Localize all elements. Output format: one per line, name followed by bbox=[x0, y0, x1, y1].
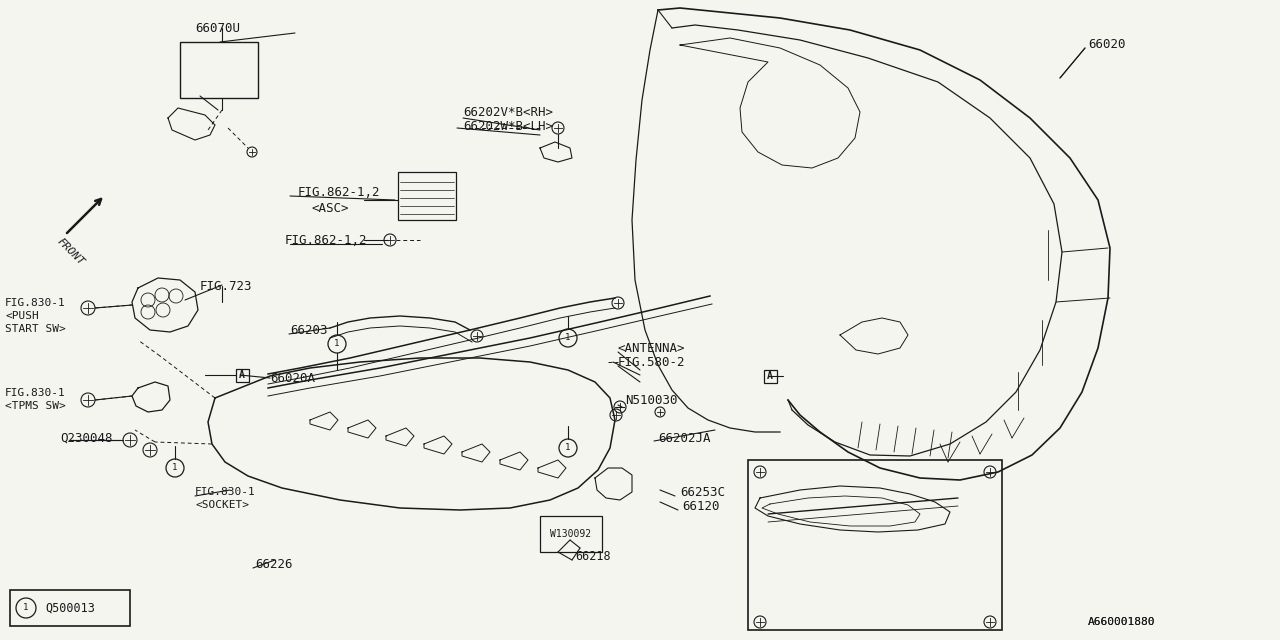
Text: 1: 1 bbox=[334, 339, 339, 349]
Text: FRONT: FRONT bbox=[55, 237, 86, 268]
Text: A660001880: A660001880 bbox=[1088, 617, 1155, 627]
Text: Q230048: Q230048 bbox=[60, 431, 113, 445]
Text: 66218: 66218 bbox=[575, 550, 611, 563]
Text: 66202JA: 66202JA bbox=[658, 431, 710, 445]
Text: A: A bbox=[239, 370, 244, 380]
Text: FIG.830-1: FIG.830-1 bbox=[5, 388, 65, 398]
Text: FIG.862-1,2: FIG.862-1,2 bbox=[285, 234, 367, 246]
Text: 66202W*B<LH>: 66202W*B<LH> bbox=[463, 120, 553, 132]
Text: FIG.580-2: FIG.580-2 bbox=[618, 355, 686, 369]
Bar bbox=[10, 590, 131, 626]
Text: Q500013: Q500013 bbox=[45, 602, 95, 614]
Text: 66120: 66120 bbox=[682, 499, 719, 513]
Text: N510030: N510030 bbox=[625, 394, 677, 406]
Text: 66202V*B<RH>: 66202V*B<RH> bbox=[463, 106, 553, 118]
Bar bbox=[540, 516, 602, 552]
Text: 66226: 66226 bbox=[255, 559, 293, 572]
Text: START SW>: START SW> bbox=[5, 324, 65, 334]
Text: <ASC>: <ASC> bbox=[311, 202, 348, 214]
Text: FIG.830-1: FIG.830-1 bbox=[195, 487, 256, 497]
Text: FIG.830-1: FIG.830-1 bbox=[5, 298, 65, 308]
Text: 66253C: 66253C bbox=[680, 486, 724, 499]
Text: 1: 1 bbox=[173, 463, 178, 472]
Text: <TPMS SW>: <TPMS SW> bbox=[5, 401, 65, 411]
Text: W130092: W130092 bbox=[550, 529, 591, 539]
Text: 66203: 66203 bbox=[291, 323, 328, 337]
Bar bbox=[236, 369, 248, 381]
Text: 1: 1 bbox=[566, 333, 571, 342]
Text: A: A bbox=[767, 371, 773, 381]
Text: FIG.862-1,2: FIG.862-1,2 bbox=[298, 186, 380, 198]
Text: <PUSH: <PUSH bbox=[5, 311, 38, 321]
Text: A660001880: A660001880 bbox=[1088, 617, 1155, 627]
Text: 1: 1 bbox=[566, 444, 571, 452]
Text: FIG.723: FIG.723 bbox=[200, 280, 252, 292]
Text: 66020A: 66020A bbox=[270, 371, 315, 385]
Text: <SOCKET>: <SOCKET> bbox=[195, 500, 250, 510]
Text: 66070U: 66070U bbox=[195, 22, 241, 35]
Bar bbox=[763, 369, 777, 383]
Bar bbox=[748, 460, 1002, 630]
Text: 1: 1 bbox=[23, 604, 28, 612]
Bar bbox=[180, 42, 259, 98]
Text: <ANTENNA>: <ANTENNA> bbox=[618, 342, 686, 355]
Bar bbox=[398, 172, 456, 220]
Text: 66020: 66020 bbox=[1088, 38, 1125, 51]
